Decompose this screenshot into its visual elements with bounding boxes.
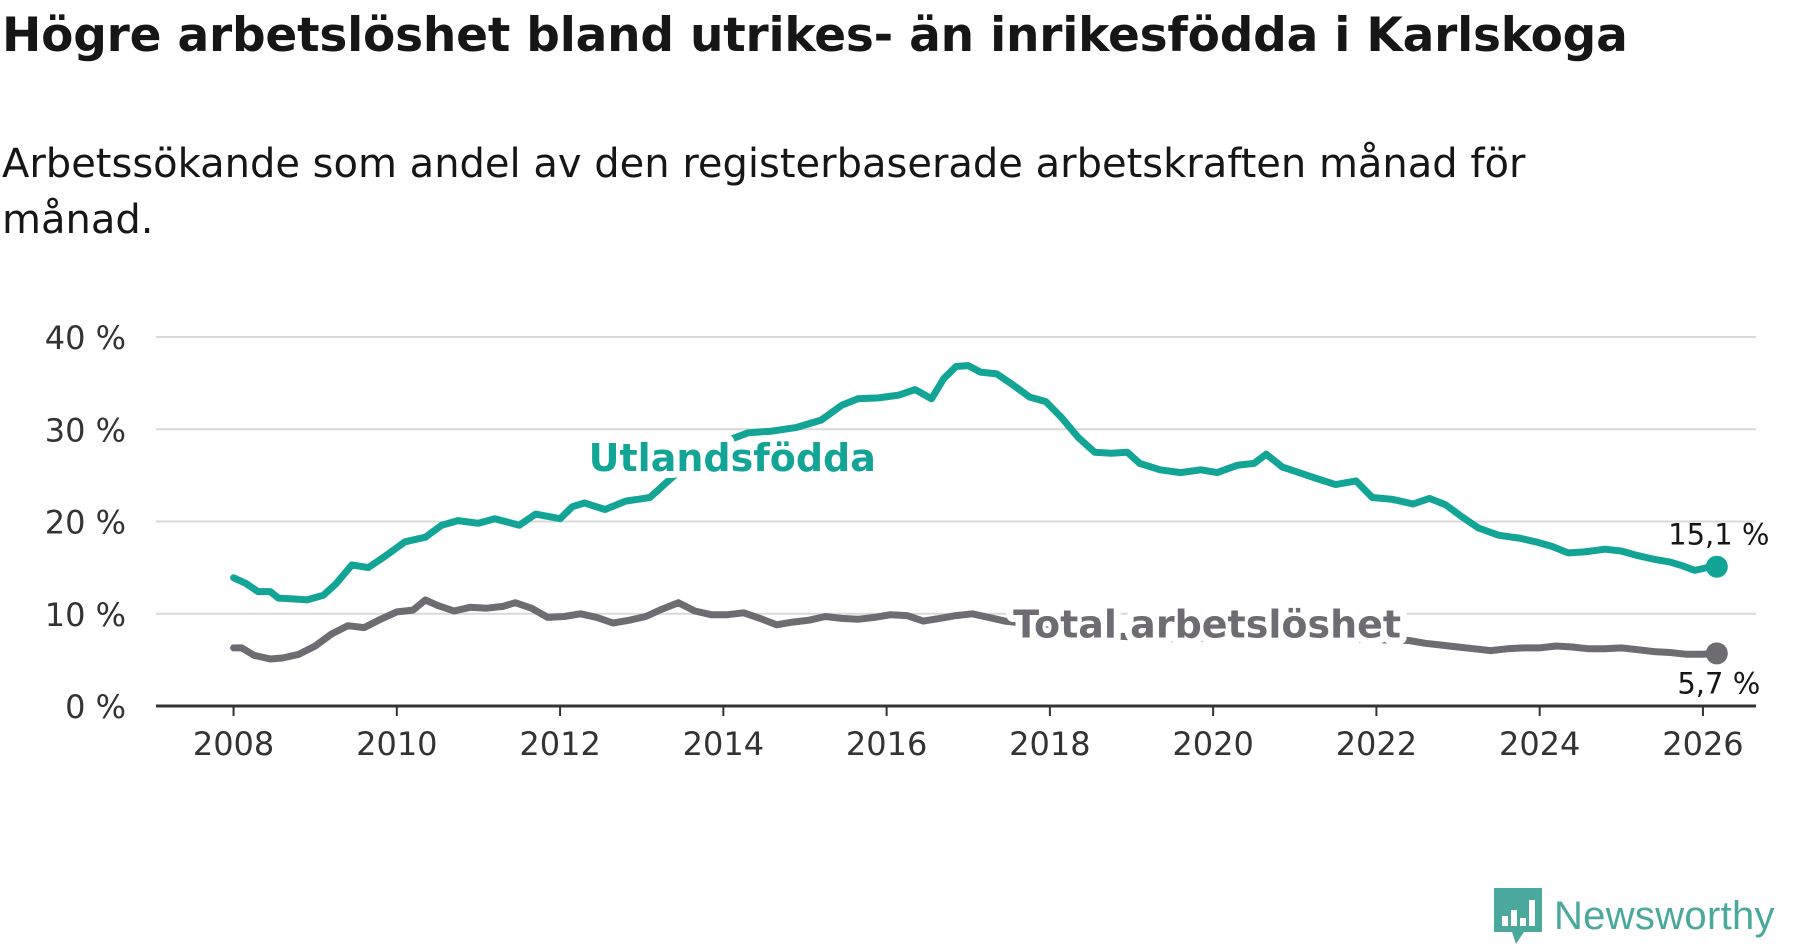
- brand-logo: Newsworthy: [1494, 888, 1775, 944]
- x-tick-label: 2024: [1499, 725, 1580, 763]
- series-label-total-halo: Total arbetslöshet: [1013, 603, 1401, 647]
- x-tick-label: 2018: [1009, 725, 1090, 763]
- x-tick-label: 2010: [356, 725, 437, 763]
- y-tick-label: 40 %: [45, 319, 126, 357]
- series-label-utlandsfodda-halo: Utlandsfödda: [589, 436, 876, 480]
- chart-subtitle: Arbetssökande som andel av den registerb…: [2, 141, 1526, 243]
- series-line-total: [230, 596, 1721, 663]
- y-tick-label: 20 %: [45, 504, 126, 542]
- x-tick-label: 2008: [193, 725, 274, 763]
- brand-name: Newsworthy: [1554, 893, 1775, 938]
- end-label-total: 5,7 %: [1677, 666, 1760, 700]
- chart-title: Högre arbetslöshet bland utrikes- än inr…: [2, 8, 1628, 63]
- y-tick-label: 0 %: [65, 688, 126, 726]
- x-tick-label: 2016: [846, 725, 927, 763]
- x-tick-label: 2020: [1172, 725, 1253, 763]
- series-label-utlandsfodda: Utlandsfödda: [589, 436, 876, 480]
- x-tick-label: 2012: [519, 725, 600, 763]
- newsworthy-logo-icon: [1494, 888, 1542, 944]
- y-tick-label: 10 %: [45, 596, 126, 634]
- x-tick-label: 2014: [683, 725, 764, 763]
- x-tick-label: 2026: [1662, 725, 1743, 763]
- y-tick-label: 30 %: [45, 411, 126, 449]
- end-marker-utlandsfodda: [1705, 555, 1728, 578]
- end-marker-total: [1705, 642, 1728, 665]
- end-label-utlandsfodda: 15,1 %: [1668, 518, 1769, 552]
- x-tick-label: 2022: [1336, 725, 1417, 763]
- series-label-total: Total arbetslöshet: [1013, 603, 1401, 647]
- series-line-utlandsfodda: [230, 362, 1721, 604]
